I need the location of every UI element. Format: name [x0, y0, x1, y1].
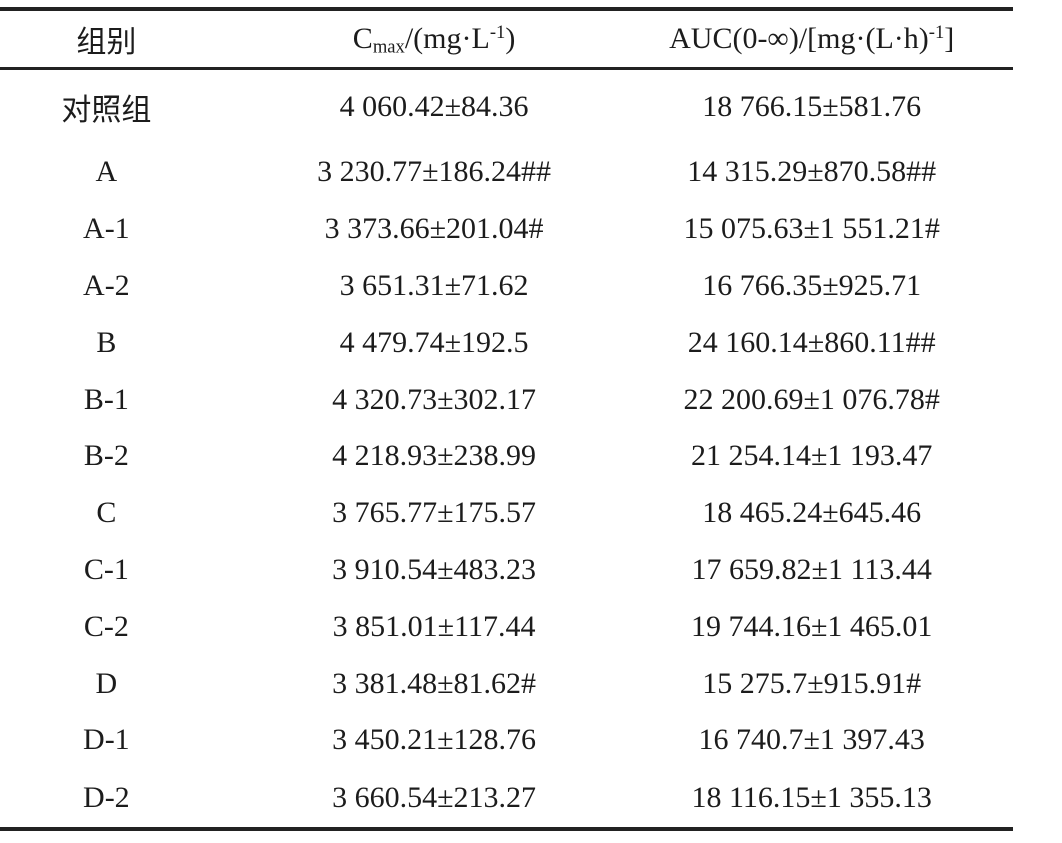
auc-cell: 15 075.63±1 551.21# — [683, 212, 940, 246]
group-header-label: 组别 — [76, 25, 137, 59]
column-header-auc: AUC(0-∞)/[mg·(L·h)-1] — [655, 9, 1013, 68]
auc-cell: 17 659.82±1 113.44 — [691, 552, 932, 586]
table-row: A 3 230.77±186.24## 14 315.29±870.58## — [0, 144, 1013, 201]
pharmacokinetics-table: 组别 Cmax/(mg·L-1) AUC(0-∞)/[mg·(L·h)-1] 对… — [0, 7, 1013, 831]
group-cell: B — [96, 325, 117, 359]
cmax-cell: 3 651.31±71.62 — [339, 269, 529, 302]
cmax-cell: 4 218.93±238.99 — [332, 439, 537, 473]
column-header-cmax: Cmax/(mg·L-1) — [213, 9, 656, 68]
group-cell: A-2 — [83, 269, 130, 302]
auc-header-base: AUC(0-∞)/[mg·(L·h) — [669, 21, 929, 55]
cmax-header-subscript: max — [372, 36, 405, 58]
table-row: B 4 479.74±192.5 24 160.14±860.11## — [0, 314, 1013, 371]
auc-cell: 22 200.69±1 076.78# — [683, 382, 940, 416]
table-row: C 3 765.77±175.57 18 465.24±645.46 — [0, 485, 1013, 542]
table-row: A-1 3 373.66±201.04# 15 075.63±1 551.21# — [0, 201, 1013, 258]
cmax-cell: 3 373.66±201.04# — [324, 212, 544, 246]
auc-cell: 16 740.7±1 397.43 — [698, 723, 925, 757]
auc-header-superscript: -1 — [928, 21, 945, 43]
group-cell: D — [95, 666, 118, 700]
cmax-cell: 4 320.73±302.17 — [332, 382, 537, 416]
table-row: 对照组 4 060.42±84.36 18 766.15±581.76 — [0, 68, 1013, 144]
group-cell: D-2 — [83, 780, 130, 814]
auc-cell: 14 315.29±870.58## — [687, 155, 937, 189]
group-cell: D-1 — [83, 723, 130, 757]
cmax-cell: 3 230.77±186.24## — [317, 155, 552, 189]
cmax-cell: 4 479.74±192.5 — [339, 325, 529, 359]
auc-cell: 18 116.15±1 355.13 — [691, 780, 932, 814]
cmax-cell: 3 381.48±81.62# — [332, 666, 537, 700]
cmax-cell: 3 851.01±117.44 — [332, 609, 536, 643]
group-cell: A-1 — [83, 212, 130, 246]
cmax-cell: 3 450.21±128.76 — [332, 723, 537, 757]
column-header-group: 组别 — [0, 9, 213, 68]
group-cell: B-1 — [83, 382, 129, 416]
cmax-cell: 3 910.54±483.23 — [332, 552, 537, 586]
auc-cell: 15 275.7±915.91# — [702, 666, 922, 700]
auc-cell: 21 254.14±1 193.47 — [690, 439, 933, 473]
cmax-cell: 3 660.54±213.27 — [332, 780, 537, 814]
auc-header-unit-close: ] — [944, 21, 955, 55]
auc-cell: 24 160.14±860.11## — [687, 325, 936, 359]
table-body: 对照组 4 060.42±84.36 18 766.15±581.76 A 3 230.… — [0, 68, 1013, 829]
group-cell: C-2 — [83, 609, 129, 643]
group-cell: 对照组 — [61, 93, 152, 127]
table-row: B-1 4 320.73±302.17 22 200.69±1 076.78# — [0, 371, 1013, 428]
cmax-header-superscript: -1 — [489, 21, 506, 43]
table-row: C-2 3 851.01±117.44 19 744.16±1 465.01 — [0, 598, 1013, 655]
cmax-header-base: C — [352, 21, 373, 55]
cmax-cell: 4 060.42±84.36 — [339, 89, 529, 123]
header-row: 组别 Cmax/(mg·L-1) AUC(0-∞)/[mg·(L·h)-1] — [0, 9, 1013, 68]
table-row: D 3 381.48±81.62# 15 275.7±915.91# — [0, 655, 1013, 712]
cmax-header-unit: /(mg·L — [404, 21, 490, 55]
table-row: C-1 3 910.54±483.23 17 659.82±1 113.44 — [0, 542, 1013, 599]
group-cell: C — [96, 496, 117, 530]
table-row: B-2 4 218.93±238.99 21 254.14±1 193.47 — [0, 428, 1013, 485]
auc-cell: 16 766.35±925.71 — [702, 269, 922, 302]
table-row: A-2 3 651.31±71.62 16 766.35±925.71 — [0, 258, 1013, 315]
table-row: D-2 3 660.54±213.27 18 116.15±1 355.13 — [0, 769, 1013, 829]
table-row: D-1 3 450.21±128.76 16 740.7±1 397.43 — [0, 712, 1013, 769]
cmax-header-unit-close: ) — [505, 21, 516, 55]
cmax-cell: 3 765.77±175.57 — [332, 496, 537, 530]
group-cell: C-1 — [83, 552, 129, 586]
group-cell: A — [95, 155, 118, 189]
auc-cell: 19 744.16±1 465.01 — [690, 609, 933, 643]
group-cell: B-2 — [83, 439, 129, 473]
auc-cell: 18 465.24±645.46 — [702, 496, 922, 530]
auc-cell: 18 766.15±581.76 — [702, 89, 922, 123]
